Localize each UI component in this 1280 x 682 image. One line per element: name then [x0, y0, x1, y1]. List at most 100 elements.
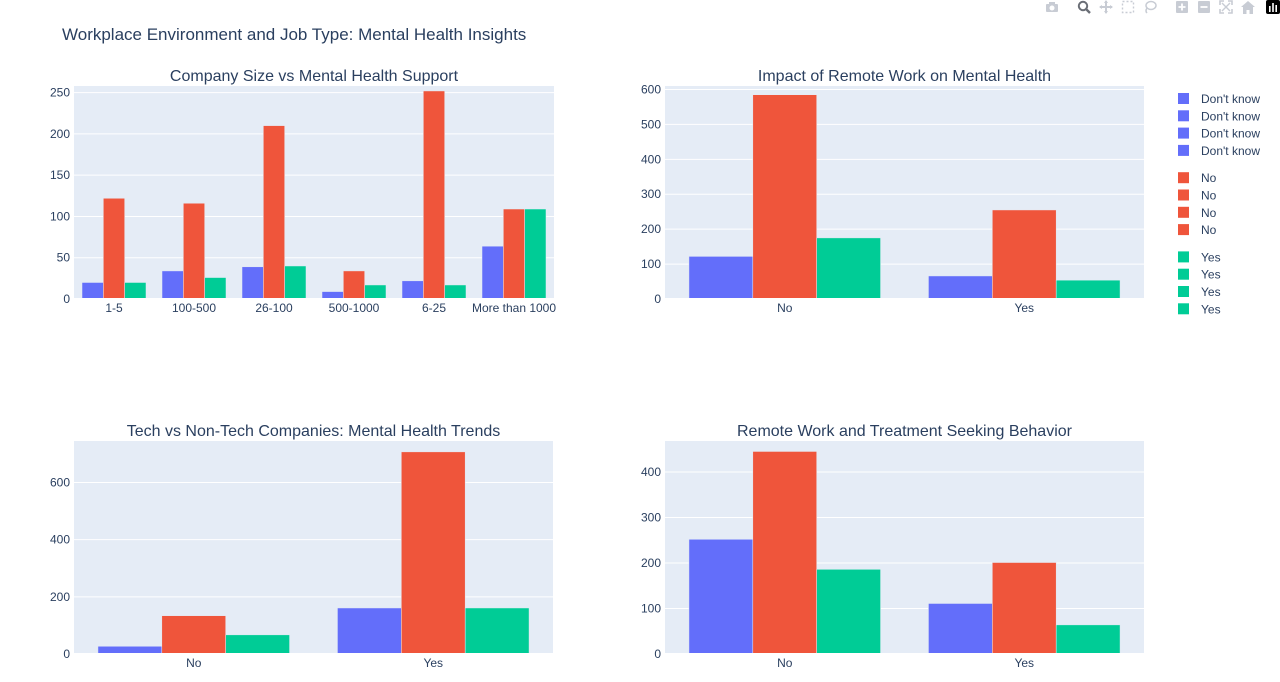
bar-no-100-500[interactable] — [183, 202, 205, 300]
y-tick-label: 50 — [57, 251, 71, 265]
legend-item-yes[interactable]: Yes — [1178, 302, 1221, 316]
zoom-out-icon[interactable] — [1194, 0, 1214, 14]
bar-yes-500-1000[interactable] — [364, 284, 387, 300]
bar-don-t-know-6-25[interactable] — [401, 280, 424, 300]
bar-don-t-know-26-100[interactable] — [241, 266, 264, 300]
legend-item-don-t-know[interactable]: Don't know — [1178, 144, 1260, 158]
legend-item-no[interactable]: No — [1178, 171, 1217, 185]
bar-don-t-know-yes[interactable] — [337, 607, 402, 655]
bar-don-t-know-100-500[interactable] — [161, 270, 184, 300]
legend-swatch — [1178, 93, 1189, 104]
bar-don-t-know-no[interactable] — [688, 256, 754, 300]
bar-no-more-than-1000[interactable] — [503, 208, 525, 300]
pan-icon[interactable] — [1096, 0, 1116, 14]
legend-label: No — [1201, 171, 1217, 185]
bar-yes-1-5[interactable] — [124, 282, 147, 300]
x-tick-label: 100-500 — [172, 301, 216, 315]
bar-no-yes[interactable] — [992, 562, 1057, 655]
legend-swatch — [1178, 251, 1189, 263]
legend-item-don-t-know[interactable]: Don't know — [1178, 92, 1260, 106]
autoscale-icon[interactable] — [1216, 0, 1236, 14]
chart-remote-impact: 0 100 200 300 400 500 600 No Yes Impact of Remote… — [641, 68, 1144, 315]
bar-no-1-5[interactable] — [103, 198, 125, 300]
bar-don-t-know-500-1000[interactable] — [321, 291, 344, 300]
y-tick-label: 0 — [63, 292, 70, 306]
bar-yes-100-500[interactable] — [204, 277, 227, 300]
legend-item-yes[interactable]: Yes — [1178, 285, 1221, 299]
x-tick-label: Yes — [423, 656, 443, 670]
y-tick-label: 100 — [50, 209, 70, 223]
zoom-in-icon[interactable] — [1172, 0, 1192, 14]
legend-item-no[interactable]: No — [1178, 206, 1217, 220]
box-select-icon[interactable] — [1118, 0, 1138, 14]
subplot-title: Impact of Remote Work on Mental Health — [758, 68, 1051, 85]
bar-don-t-know-more-than-1000[interactable] — [481, 245, 504, 300]
y-tick-label: 200 — [50, 127, 70, 141]
y-tick-label: 300 — [641, 510, 661, 524]
bar-don-t-know-yes[interactable] — [928, 275, 993, 300]
y-tick-label: 200 — [641, 556, 661, 570]
legend-label: Don't know — [1201, 109, 1260, 123]
y-tick-label: 0 — [63, 647, 70, 661]
y-tick-label: 200 — [50, 590, 70, 604]
bar-no-no[interactable] — [752, 94, 817, 300]
chart-company-size: 0 50 100 150 200 250 1-5 100-500 26-100 500-1000 6… — [50, 68, 556, 315]
bar-yes-yes[interactable] — [464, 607, 530, 655]
x-tick-label: 1-5 — [105, 301, 123, 315]
bar-yes-more-than-1000[interactable] — [524, 208, 547, 300]
bar-no-500-1000[interactable] — [343, 270, 365, 300]
y-tick-label: 600 — [50, 475, 70, 489]
bar-don-t-know-no[interactable] — [97, 646, 163, 655]
bar-don-t-know-no[interactable] — [688, 539, 754, 655]
plotly-logo-icon[interactable] — [1266, 0, 1280, 14]
reset-axes-icon[interactable] — [1238, 0, 1258, 14]
y-tick-label: 150 — [50, 168, 70, 182]
bar-yes-6-25[interactable] — [444, 284, 467, 300]
legend-item-don-t-know[interactable]: Don't know — [1178, 109, 1260, 123]
camera-icon[interactable] — [1042, 0, 1062, 14]
figure-title: Workplace Environment and Job Type: Ment… — [62, 25, 526, 44]
y-tick-label: 400 — [50, 533, 70, 547]
bar-don-t-know-1-5[interactable] — [81, 282, 104, 300]
bar-yes-no[interactable] — [816, 237, 881, 300]
legend-label: No — [1201, 206, 1217, 220]
bar-yes-yes[interactable] — [1055, 279, 1121, 300]
bar-yes-no[interactable] — [225, 634, 290, 655]
bar-don-t-know-yes[interactable] — [928, 603, 993, 655]
plot-area — [74, 86, 554, 299]
bar-yes-26-100[interactable] — [284, 265, 307, 300]
y-tick-label: 100 — [641, 257, 661, 271]
legend-swatch — [1178, 268, 1189, 280]
x-tick-label: No — [186, 656, 202, 670]
legend-item-yes[interactable]: Yes — [1178, 250, 1221, 264]
bar-no-no[interactable] — [161, 615, 226, 655]
bar-no-yes[interactable] — [401, 451, 466, 655]
bar-no-6-25[interactable] — [423, 90, 445, 300]
zoom-icon[interactable] — [1074, 0, 1094, 14]
legend-item-no[interactable]: No — [1178, 223, 1217, 237]
bar-no-yes[interactable] — [992, 209, 1057, 300]
chart-remote-treatment: 0 100 200 300 400 No Yes Remote Work and Treatm… — [641, 423, 1144, 670]
y-tick-label: 0 — [654, 647, 661, 661]
legend-label: No — [1201, 223, 1217, 237]
x-tick-label: Yes — [1014, 301, 1034, 315]
legend-item-don-t-know[interactable]: Don't know — [1178, 127, 1260, 141]
legend-item-no[interactable]: No — [1178, 189, 1217, 203]
legend-swatch — [1178, 110, 1189, 122]
bar-no-no[interactable] — [752, 451, 817, 655]
legend-label: Don't know — [1201, 144, 1260, 158]
y-tick-label: 0 — [654, 292, 661, 306]
bar-yes-no[interactable] — [816, 569, 881, 655]
y-tick-label: 400 — [641, 465, 661, 479]
lasso-select-icon[interactable] — [1140, 0, 1160, 14]
legend-label: Yes — [1201, 302, 1221, 316]
subplot-title: Company Size vs Mental Health Support — [170, 68, 459, 85]
x-tick-label: More than 1000 — [472, 301, 556, 315]
subplot-title: Remote Work and Treatment Seeking Behavi… — [737, 423, 1073, 440]
y-tick-label: 400 — [641, 152, 661, 166]
legend-item-yes[interactable]: Yes — [1178, 268, 1221, 282]
bar-yes-yes[interactable] — [1055, 624, 1121, 655]
bar-no-26-100[interactable] — [263, 125, 285, 300]
x-tick-label: 26-100 — [255, 301, 293, 315]
